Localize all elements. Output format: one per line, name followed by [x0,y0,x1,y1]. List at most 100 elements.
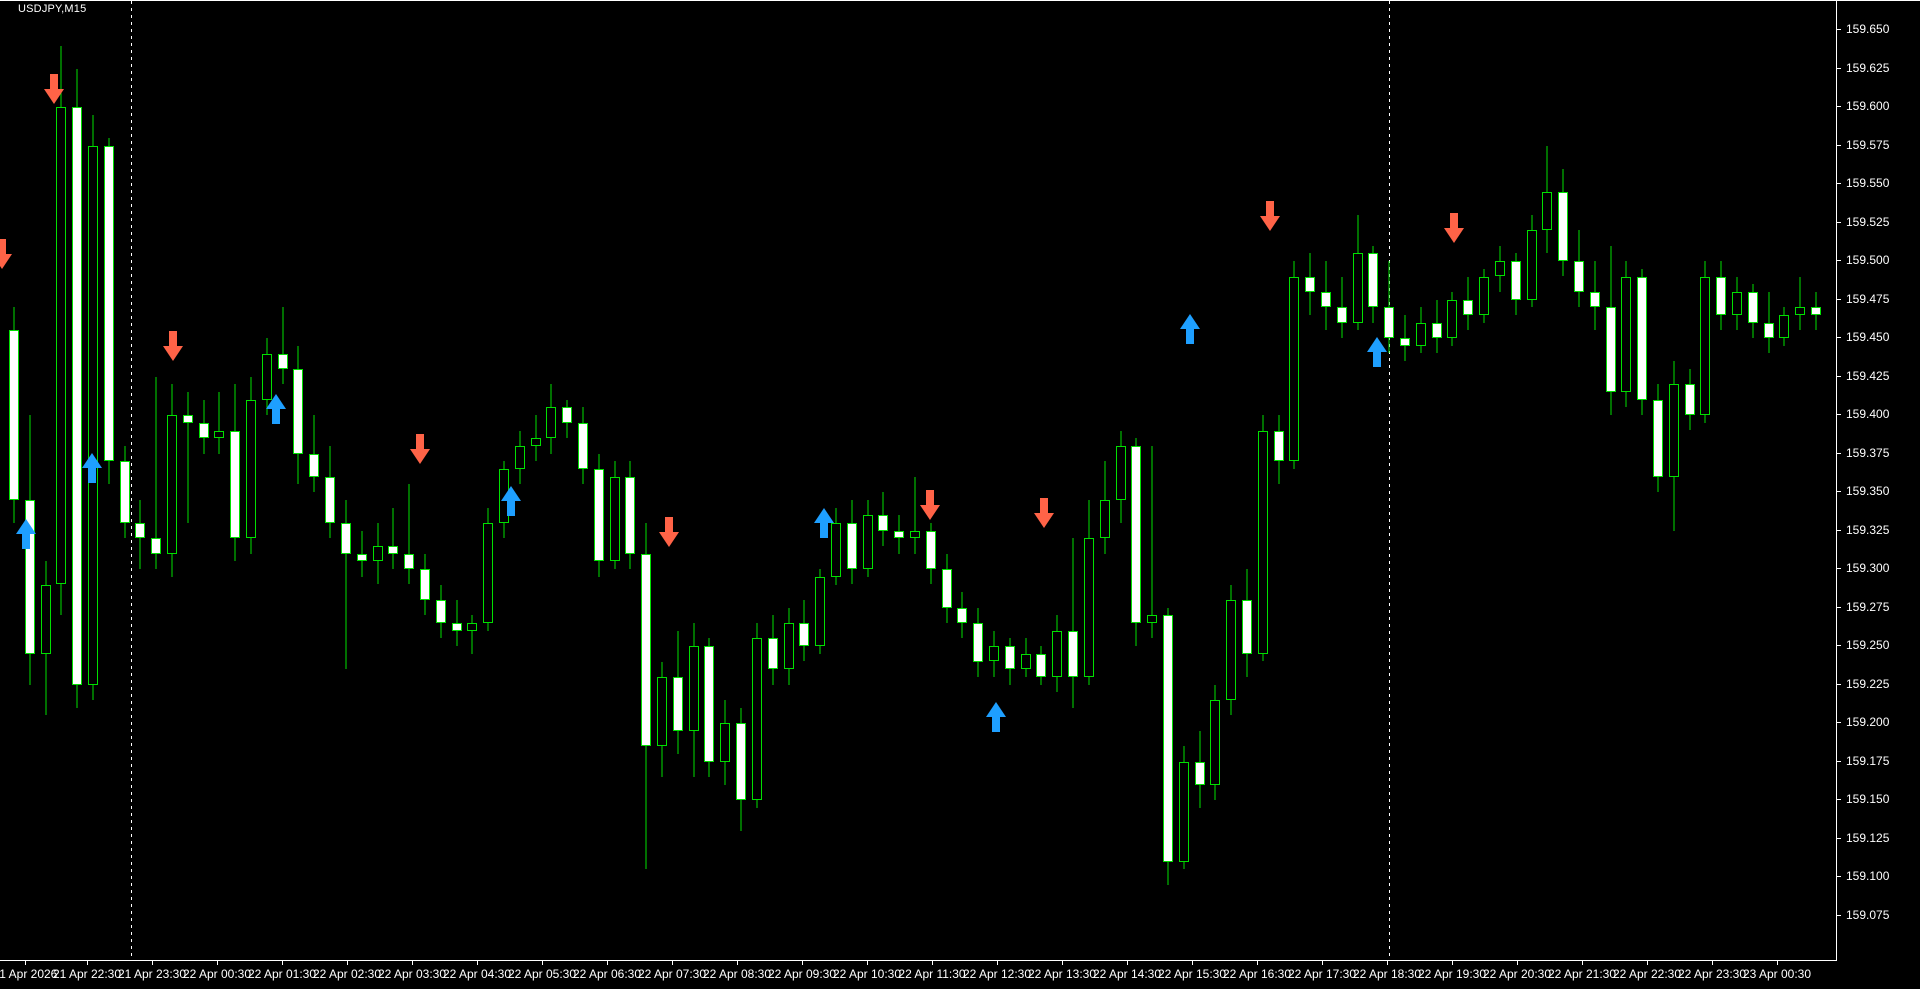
arrow-shaft [1040,498,1048,514]
time-tick-mark [217,961,218,965]
candle-body-bearish [230,430,241,539]
candlestick [578,1,589,961]
candle-body-bullish [1226,599,1237,700]
buy-arrow-icon [82,453,102,483]
candle-body-bullish [372,546,383,562]
candle-body-bullish [989,646,1000,662]
candlestick [135,1,146,961]
time-tick-label: 22 Apr 23:30 [1677,967,1747,981]
candlestick [388,1,399,961]
candle-body-bullish [1542,191,1553,231]
price-tick-mark [1837,144,1841,146]
time-tick-label: 22 Apr 19:30 [1417,967,1487,981]
candle-body-bullish [1352,253,1363,323]
candlestick [688,1,699,961]
candlestick [1447,1,1458,961]
price-tick-label: 159.125 [1846,830,1890,845]
candlestick [1036,1,1047,961]
price-tick-mark [1837,606,1841,608]
candlestick [514,1,525,961]
candlestick [1779,1,1790,961]
day-separator-line [131,1,132,961]
time-tick-label: 21 Apr 2026 [0,967,58,981]
price-tick-mark [1837,799,1841,801]
time-tick-label: 21 Apr 22:30 [52,967,122,981]
arrow-head [1444,228,1464,243]
candle-body-bullish [1415,322,1426,346]
candlestick [293,1,304,961]
candlestick [356,1,367,961]
candle-body-bullish [1178,761,1189,862]
candlestick [672,1,683,961]
price-tick-label: 159.275 [1846,599,1890,614]
arrow-shaft [169,331,177,347]
price-tick-mark [1837,876,1841,878]
candlestick [546,1,557,961]
candle-body-bullish [1621,276,1632,392]
buy-arrow-icon [501,486,521,516]
candlestick [1210,1,1221,961]
arrow-shaft [50,74,58,90]
candle-wick [1151,445,1153,639]
candlestick [799,1,810,961]
price-axis[interactable]: 159.650 159.625 159.600 159.575 159.550 159.5… [1836,1,1920,961]
candle-body-bearish [1321,291,1332,308]
candlestick [957,1,968,961]
candle-body-bullish [1447,299,1458,339]
candle-body-bullish [910,530,920,539]
candle-body-bullish [1795,307,1806,315]
time-tick-mark [1387,961,1388,965]
candlestick [1178,1,1189,961]
arrow-head [501,486,521,501]
price-tick-label: 159.650 [1846,22,1890,37]
candlestick [736,1,747,961]
candle-body-bearish [562,407,573,423]
candle-body-bearish [973,623,984,662]
time-tick-mark [1257,961,1258,965]
candle-body-bearish [325,476,336,523]
time-tick-label: 22 Apr 17:30 [1287,967,1357,981]
sell-arrow-icon [1034,498,1054,528]
candle-wick [1072,538,1074,708]
arrow-head [410,449,430,464]
candle-body-bearish [388,546,399,554]
arrow-shaft [416,434,424,450]
arrow-head [0,254,12,269]
candle-body-bullish [467,623,478,631]
candlestick [1241,1,1252,961]
time-tick-mark [867,961,868,965]
time-tick-mark [1777,961,1778,965]
price-tick-mark [1837,837,1841,839]
arrow-head [814,508,834,523]
time-tick-label: 22 Apr 01:30 [247,967,317,981]
candlestick [1700,1,1711,961]
candlestick [910,1,920,961]
chart-plot-area[interactable] [0,1,1836,961]
candlestick [1068,1,1079,961]
candlestick [40,1,51,961]
candlestick [1684,1,1695,961]
price-tick-label: 159.075 [1846,907,1890,922]
arrow-shaft [272,408,280,424]
price-tick-label: 159.225 [1846,676,1890,691]
candle-body-bearish [1747,291,1758,323]
arrow-head [920,505,940,520]
candlestick [1605,1,1616,961]
price-tick-mark [1837,914,1841,916]
candlestick [1716,1,1727,961]
arrow-shaft [820,522,828,538]
candlestick [767,1,778,961]
price-tick-mark [1837,183,1841,185]
candlestick [1083,1,1094,961]
candle-body-bearish [1605,307,1616,392]
candlestick [483,1,494,961]
candlestick [1400,1,1411,961]
time-tick-label: 22 Apr 14:30 [1092,967,1162,981]
candle-body-bullish [514,445,525,469]
candlestick [783,1,794,961]
candle-body-bearish [1004,646,1015,670]
candle-body-bullish [483,522,494,623]
time-tick-mark [1127,961,1128,965]
